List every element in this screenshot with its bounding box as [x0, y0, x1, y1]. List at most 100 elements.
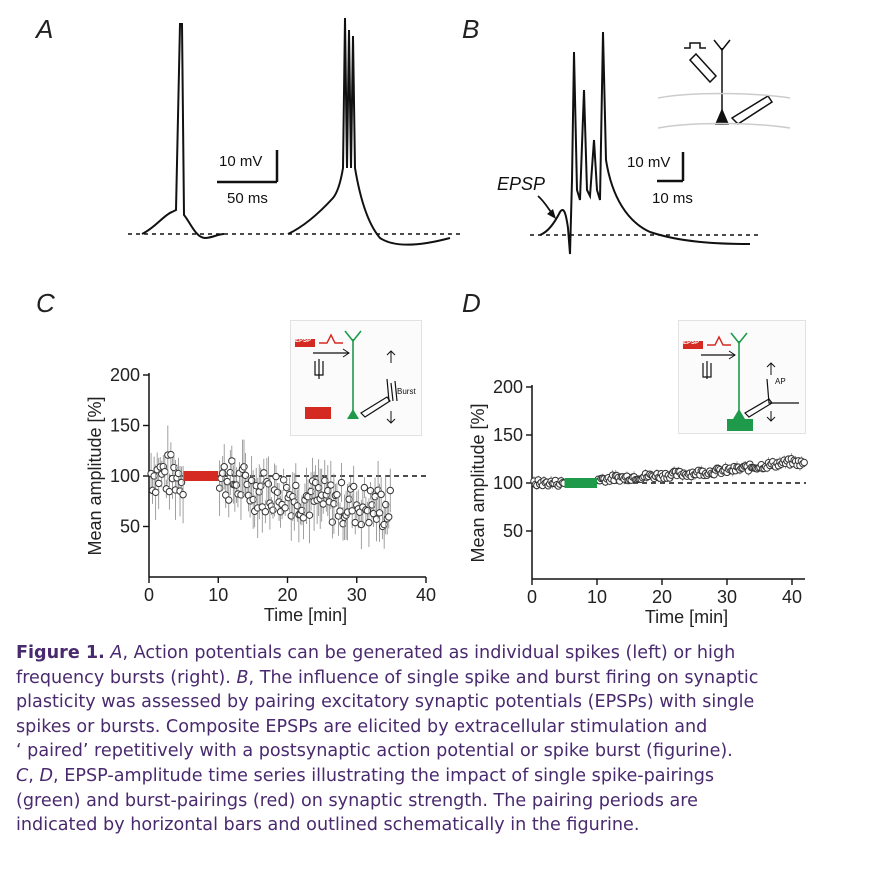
chart-d-point — [604, 473, 613, 482]
chart-c-point — [225, 496, 233, 504]
chart-d-point — [773, 459, 781, 467]
chart-c-point — [272, 472, 280, 481]
caption-line2: frequency bursts (right). — [16, 667, 237, 688]
chart-c-point — [278, 500, 286, 509]
chart-c-point — [217, 474, 225, 483]
chart-d-point — [717, 469, 725, 478]
chart-c-point — [174, 469, 183, 478]
chart-d-point — [694, 466, 703, 475]
chart-c-ytick-label: 150 — [110, 416, 140, 436]
chart-c-point — [247, 476, 256, 485]
chart-d-point — [736, 466, 744, 474]
chart-d-point — [750, 464, 758, 472]
chart-d-point — [626, 476, 634, 484]
chart-d-point — [777, 460, 786, 468]
chart-c-point — [150, 472, 158, 480]
chart-c-point — [380, 520, 388, 529]
chart-d-point — [720, 466, 728, 474]
chart-d-point — [670, 467, 678, 475]
caption-line7: (green) and burst-pairings (red) on syna… — [16, 790, 698, 811]
chart-d-point — [636, 475, 644, 483]
chart-d-point — [779, 458, 787, 467]
chart-d-ytick-label: 150 — [493, 425, 523, 445]
chart-c-point — [266, 499, 274, 507]
chart-d-point — [734, 463, 743, 471]
chart-c-point — [308, 477, 317, 485]
chart-c-point — [289, 492, 297, 501]
chart-d-point — [711, 466, 720, 474]
caption-line3: plasticity was assessed by pairing excit… — [16, 692, 755, 713]
chart-d-point — [791, 457, 800, 466]
chart-c-point — [168, 474, 177, 483]
chart-c-point — [360, 483, 369, 492]
chart-d-point — [774, 462, 783, 470]
chart-c-point — [385, 513, 393, 521]
chart-c-point — [226, 468, 234, 477]
panel-b-epsp-arrowhead — [547, 209, 556, 219]
chart-c-point — [340, 513, 349, 521]
chart-c-point — [378, 522, 387, 531]
chart-c-point — [321, 476, 329, 485]
chart-c-point — [336, 507, 344, 515]
chart-c-point — [220, 463, 228, 471]
chart-c-point — [362, 506, 370, 514]
chart-d-point — [544, 482, 552, 490]
chart-c-point — [307, 487, 315, 496]
chart-c-pairing-bar — [183, 471, 219, 481]
figure-caption: Figure 1. A, Action potentials can be ge… — [16, 641, 882, 838]
chart-d-point — [769, 457, 777, 466]
chart-d-point — [621, 473, 630, 481]
chart-c-point — [249, 495, 257, 504]
chart-c-point — [345, 495, 353, 503]
panel-b-epsp-burst — [539, 31, 751, 255]
caption-figure-label: Figure 1. — [16, 643, 105, 663]
chart-d-point — [648, 472, 657, 480]
chart-c-point — [319, 500, 327, 508]
chart-c-point — [148, 486, 157, 495]
chart-d-point — [558, 479, 567, 487]
chart-d-point — [741, 462, 750, 470]
chart-d-point — [703, 471, 711, 479]
chart-d-point — [631, 475, 640, 484]
chart-d-point — [756, 463, 764, 471]
chart-d-point — [726, 464, 734, 472]
chart-d-point — [548, 479, 557, 488]
chart-d-point — [660, 474, 668, 483]
chart-d-point — [704, 470, 713, 478]
chart-d-xtick-label: 10 — [587, 587, 607, 607]
chart-c-point — [170, 463, 178, 472]
chart-d-point — [643, 473, 651, 481]
chart-d-point — [770, 462, 778, 470]
chart-d-point — [678, 472, 687, 480]
chart-c-point — [234, 490, 242, 498]
chart-c-point — [261, 508, 270, 516]
chart-d-point — [613, 471, 621, 480]
chart-c-point — [311, 478, 320, 487]
chart-c-ytick-label: 100 — [110, 466, 140, 486]
panel-letter-c: C — [36, 288, 55, 318]
chart-d-point — [696, 471, 704, 479]
chart-c-ytick-label: 50 — [120, 517, 140, 537]
chart-d-point — [776, 458, 784, 466]
chart-d-point — [617, 473, 625, 481]
panel-b-figurine — [657, 39, 791, 129]
chart-d-point — [701, 469, 710, 478]
chart-c-point — [359, 503, 367, 511]
chart-c-point — [223, 477, 231, 486]
chart-c-point — [368, 501, 376, 509]
chart-d-point — [646, 470, 654, 478]
chart-c-ylabel: Mean amplitude [%] — [85, 396, 105, 555]
panel-b-epsp-label: EPSP — [497, 174, 546, 194]
chart-c-point — [372, 515, 381, 523]
chart-d-point — [668, 469, 677, 477]
chart-d-point — [637, 475, 645, 483]
chart-c-point — [357, 520, 366, 529]
chart-d-point — [673, 471, 681, 480]
chart-d-point — [606, 477, 614, 485]
chart-c-xtick-label: 30 — [347, 585, 367, 605]
chart-c-point — [343, 508, 352, 516]
chart-d-point — [624, 476, 633, 485]
chart-d-point — [671, 467, 680, 476]
chart-c-point — [301, 496, 309, 504]
chart-c-point — [284, 493, 292, 502]
